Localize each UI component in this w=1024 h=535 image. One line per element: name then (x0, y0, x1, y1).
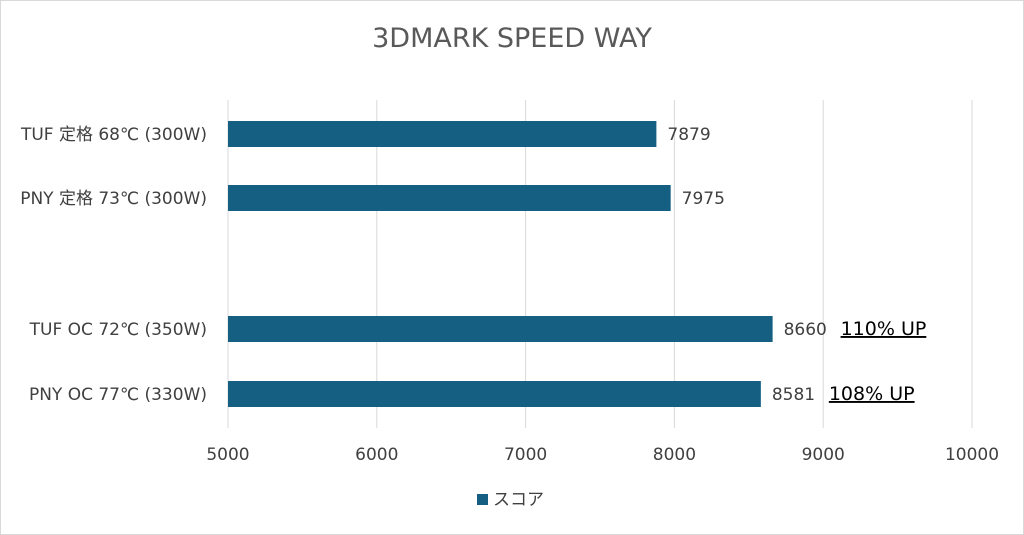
bar (228, 185, 671, 211)
labels: 5000 6000 7000 8000 9000 10000 TUF 定格 68℃ (300… (20, 125, 999, 465)
x-tick-label: 8000 (653, 445, 696, 465)
bar (228, 316, 773, 342)
legend: スコア (477, 490, 544, 510)
x-tick-label: 10000 (945, 445, 999, 465)
x-tick-label: 9000 (802, 445, 845, 465)
data-label: 8581 (772, 385, 815, 405)
category-label: TUF 定格 68℃ (300W) (20, 125, 207, 145)
data-label: 7879 (667, 125, 710, 145)
legend-label: スコア (493, 490, 544, 510)
x-tick-label: 6000 (355, 445, 398, 465)
bars (228, 121, 773, 407)
annotation-label: 108% UP (829, 383, 915, 405)
category-label: TUF OC 72℃ (350W) (29, 320, 207, 340)
x-tick-label: 7000 (504, 445, 547, 465)
category-label: PNY 定格 73℃ (300W) (20, 189, 207, 209)
data-label: 8660 (784, 320, 827, 340)
chart-title: 3DMARK SPEED WAY (372, 23, 652, 54)
data-label: 7975 (682, 189, 725, 209)
annotation-label: 110% UP (841, 318, 927, 340)
category-label: PNY OC 77℃ (330W) (29, 385, 207, 405)
gridlines (227, 100, 973, 428)
legend-swatch (477, 494, 488, 505)
bar (228, 381, 761, 407)
x-tick-label: 5000 (206, 445, 249, 465)
bar (228, 121, 657, 147)
